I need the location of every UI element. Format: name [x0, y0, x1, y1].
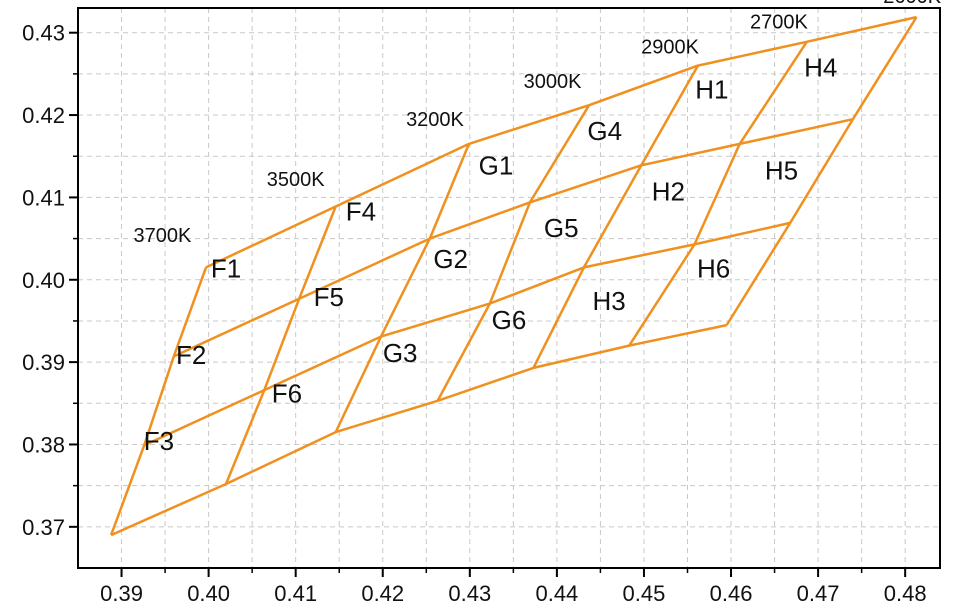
bin-region-label: F1: [211, 253, 241, 283]
x-tick-label: 0.41: [274, 581, 317, 606]
x-tick-label: 0.44: [535, 581, 578, 606]
x-tick-label: 0.43: [448, 581, 491, 606]
bin-region-label: H4: [804, 52, 837, 82]
x-tick-label: 0.48: [884, 581, 927, 606]
bin-boundary-line: [109, 266, 208, 536]
bin-region-label: F4: [346, 196, 376, 226]
bin-boundary-line: [725, 16, 918, 326]
bin-boundary-line: [628, 41, 808, 347]
bin-region-label: H1: [695, 75, 728, 105]
bin-region-label: H2: [652, 177, 685, 207]
cct-label: 2600K: [883, 0, 941, 8]
cct-label: 3700K: [134, 225, 192, 247]
bin-region-label: H6: [697, 253, 730, 283]
cct-label: 3200K: [406, 109, 464, 131]
cct-label: 2900K: [641, 36, 699, 58]
bin-region-label: G3: [383, 338, 418, 368]
bin-region-label: G5: [544, 213, 579, 243]
y-tick-label: 0.42: [22, 103, 65, 128]
bin-region-label: G2: [433, 244, 468, 274]
bin-region-label: H5: [765, 155, 798, 185]
y-tick-label: 0.37: [22, 515, 65, 540]
x-tick-label: 0.47: [797, 581, 840, 606]
cct-label: 3000K: [524, 71, 582, 93]
x-tick-label: 0.42: [361, 581, 404, 606]
plot-border: [77, 7, 941, 569]
bin-region-label: F3: [144, 426, 174, 456]
y-tick-label: 0.40: [22, 268, 65, 293]
bin-region-label: G1: [479, 150, 514, 180]
x-tick-label: 0.45: [623, 581, 666, 606]
plot-frame: [77, 7, 941, 569]
cct-label: 3500K: [267, 169, 325, 191]
y-tick-label: 0.39: [22, 350, 65, 375]
y-tick-label: 0.41: [22, 185, 65, 210]
bin-region-label: H3: [593, 286, 626, 316]
bin-lines: [109, 15, 918, 537]
bin-boundary-line: [436, 104, 591, 402]
x-tick-label: 0.39: [100, 581, 143, 606]
cct-label: 2700K: [750, 12, 808, 34]
labels: 3700K 3500K 3200K 3000K 2900K 2700K 2600K F1 F2 F…: [134, 0, 942, 456]
bin-region-label: F6: [272, 378, 302, 408]
y-tick-label: 0.43: [22, 21, 65, 46]
bin-boundary-line: [224, 206, 337, 485]
y-tick-label: 0.38: [22, 432, 65, 457]
grid: [78, 8, 940, 568]
bin-region-label: F2: [176, 340, 206, 370]
bin-boundary-line: [532, 64, 699, 369]
bin-region-label: G4: [587, 116, 622, 146]
bin-region-label: G6: [492, 305, 527, 335]
x-tick-label: 0.46: [710, 581, 753, 606]
x-tick-label: 0.40: [187, 581, 230, 606]
bin-region-label: F5: [314, 282, 344, 312]
bin-boundary-line: [334, 143, 471, 433]
axis-ticks: 0.39 0.40 0.41 0.42 0.43 0.44 0.45 0.46 0.47 0.48…: [22, 21, 926, 606]
